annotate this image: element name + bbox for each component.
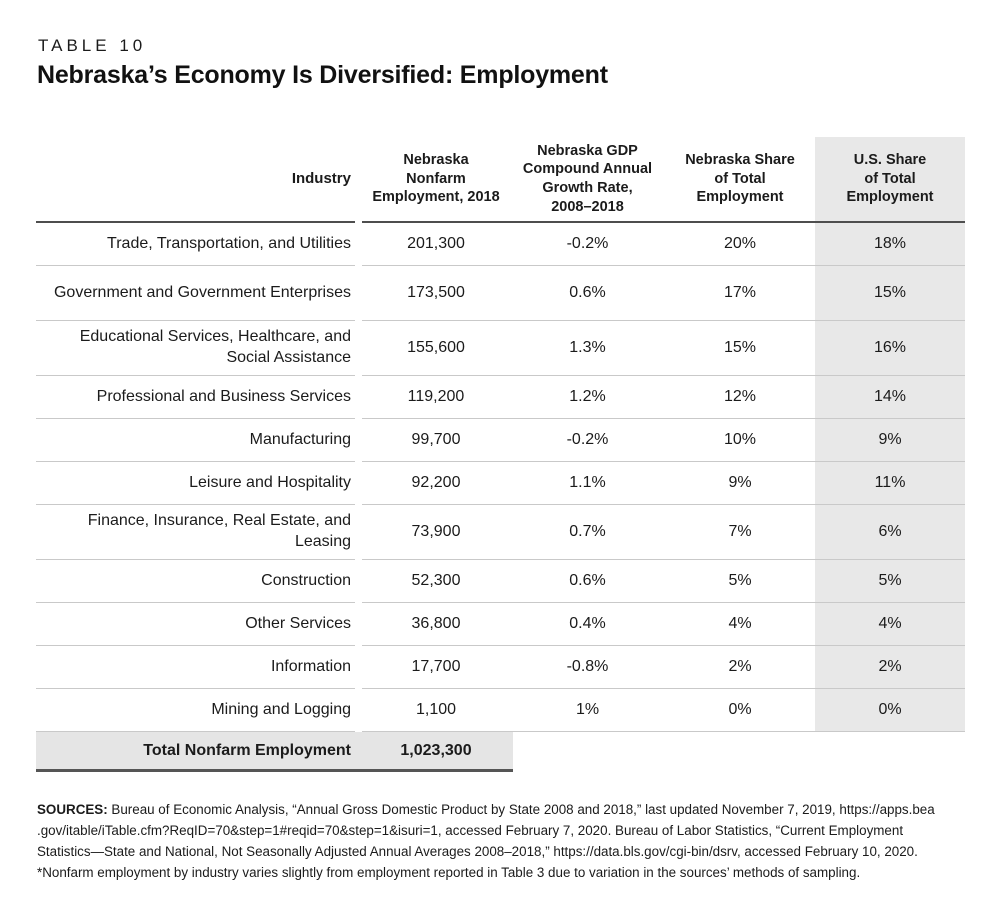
ne-share-cell: 17% — [723, 284, 757, 301]
employment-cell: 92,200 — [411, 474, 461, 491]
industry-cell: Finance, Insurance, Real Estate, and Lea… — [36, 505, 355, 560]
table-row: Trade, Transportation, and Utilities 201… — [36, 223, 965, 266]
employment-cell: 155,600 — [407, 339, 465, 356]
employment-cell: 36,800 — [411, 615, 461, 632]
growth-cell: 0.6% — [569, 572, 606, 589]
us-share-cell: 16% — [815, 321, 965, 375]
ne-share-cell: 12% — [723, 388, 757, 405]
us-share-cell: 18% — [815, 223, 965, 265]
employment-cell: 119,200 — [407, 388, 465, 405]
employment-cell: 17,700 — [411, 658, 461, 675]
column-gap — [355, 689, 362, 732]
total-box: Total Nonfarm Employment 1,023,300 — [36, 732, 513, 772]
growth-cell: -0.2% — [566, 235, 609, 252]
industry-cell: Professional and Business Services — [36, 376, 355, 419]
employment-cell: 99,700 — [411, 431, 461, 448]
column-gap — [355, 419, 362, 462]
ne-share-cell: 2% — [728, 658, 752, 675]
column-gap — [355, 321, 362, 376]
industry-cell: Educational Services, Healthcare, and So… — [36, 321, 355, 376]
industry-cell: Information — [36, 646, 355, 689]
ne-share-cell: 9% — [728, 474, 752, 491]
column-gap — [355, 376, 362, 419]
header-industry: Industry — [36, 137, 355, 223]
sources-line-1: SOURCES: Bureau of Economic Analysis, “A… — [37, 799, 977, 820]
us-share-cell: 2% — [815, 646, 965, 688]
table-eyebrow: TABLE 10 — [38, 36, 147, 55]
header-us-share: U.S. Share of Total Employment — [815, 137, 965, 221]
growth-cell: -0.8% — [566, 658, 609, 675]
table-row: Other Services 36,800 0.4% 4% 4% — [36, 603, 965, 646]
table-row: Manufacturing 99,700 -0.2% 10% 9% — [36, 419, 965, 462]
employment-table: Industry Nebraska Nonfarm Employment, 20… — [36, 137, 965, 772]
growth-cell: 1.2% — [569, 388, 606, 405]
table-row: Mining and Logging 1,100 1% 0% 0% — [36, 689, 965, 732]
growth-cell: 0.6% — [569, 284, 606, 301]
sources-line-1-text: Bureau of Economic Analysis, “Annual Gro… — [107, 802, 935, 817]
header-nonfarm-employment: Nebraska Nonfarm Employment, 2018 — [372, 152, 500, 206]
total-row: Total Nonfarm Employment 1,023,300 — [36, 732, 965, 772]
sources-line-3: Statistics—State and National, Not Seaso… — [37, 844, 918, 859]
column-gap — [355, 462, 362, 505]
us-share-cell: 11% — [815, 462, 965, 504]
page-title: Nebraska’s Economy Is Diversified: Emplo… — [37, 61, 608, 89]
column-gap — [355, 266, 362, 321]
column-gap — [355, 137, 362, 223]
us-share-cell: 4% — [815, 603, 965, 645]
industry-cell: Mining and Logging — [36, 689, 355, 732]
employment-cell: 201,300 — [407, 235, 465, 252]
ne-share-cell: 4% — [728, 615, 752, 632]
employment-cell: 173,500 — [407, 284, 465, 301]
header-gdp-growth: Nebraska GDP Compound Annual Growth Rate… — [522, 142, 653, 215]
ne-share-cell: 5% — [728, 572, 752, 589]
growth-cell: 0.7% — [569, 523, 606, 540]
footnote-sampling: *Nonfarm employment by industry varies s… — [37, 865, 861, 880]
table-row: Educational Services, Healthcare, and So… — [36, 321, 965, 376]
sources-label: SOURCES: — [37, 802, 108, 817]
sources-line-2: .gov/itable/iTable.cfm?ReqID=70&step=1#r… — [37, 823, 904, 838]
total-value: 1,023,300 — [400, 741, 472, 759]
ne-share-cell: 20% — [723, 235, 757, 252]
header-nebraska-share: Nebraska Share of Total Employment — [685, 152, 795, 206]
industry-cell: Manufacturing — [36, 419, 355, 462]
ne-share-cell: 0% — [728, 701, 752, 718]
industry-cell: Trade, Transportation, and Utilities — [36, 223, 355, 266]
table-row: Leisure and Hospitality 92,200 1.1% 9% 1… — [36, 462, 965, 505]
table-row: Professional and Business Services 119,2… — [36, 376, 965, 419]
ne-share-cell: 15% — [723, 339, 757, 356]
column-gap — [355, 603, 362, 646]
employment-cell: 73,900 — [411, 523, 461, 540]
table-header-row: Industry Nebraska Nonfarm Employment, 20… — [36, 137, 965, 223]
table-row: Government and Government Enterprises 17… — [36, 266, 965, 321]
table-row: Construction 52,300 0.6% 5% 5% — [36, 560, 965, 603]
total-label: Total Nonfarm Employment — [143, 741, 351, 759]
growth-cell: 1% — [575, 701, 600, 718]
ne-share-cell: 7% — [728, 523, 752, 540]
sources-note: SOURCES: Bureau of Economic Analysis, “A… — [37, 799, 977, 883]
table-row: Information 17,700 -0.8% 2% 2% — [36, 646, 965, 689]
us-share-cell: 9% — [815, 419, 965, 461]
us-share-cell: 14% — [815, 376, 965, 418]
column-gap — [355, 646, 362, 689]
growth-cell: 1.3% — [569, 339, 606, 356]
employment-cell: 52,300 — [411, 572, 461, 589]
growth-cell: -0.2% — [566, 431, 609, 448]
us-share-cell: 6% — [815, 505, 965, 559]
ne-share-cell: 10% — [723, 431, 757, 448]
column-gap — [355, 223, 362, 266]
us-share-cell: 5% — [815, 560, 965, 602]
growth-cell: 0.4% — [569, 615, 606, 632]
column-gap — [355, 560, 362, 603]
industry-cell: Other Services — [36, 603, 355, 646]
growth-cell: 1.1% — [569, 474, 606, 491]
employment-cell: 1,100 — [415, 701, 457, 718]
us-share-cell: 15% — [815, 266, 965, 320]
industry-cell: Leisure and Hospitality — [36, 462, 355, 505]
industry-cell: Government and Government Enterprises — [36, 266, 355, 321]
us-share-cell: 0% — [815, 689, 965, 731]
table-row: Finance, Insurance, Real Estate, and Lea… — [36, 505, 965, 560]
column-gap — [355, 505, 362, 560]
industry-cell: Construction — [36, 560, 355, 603]
